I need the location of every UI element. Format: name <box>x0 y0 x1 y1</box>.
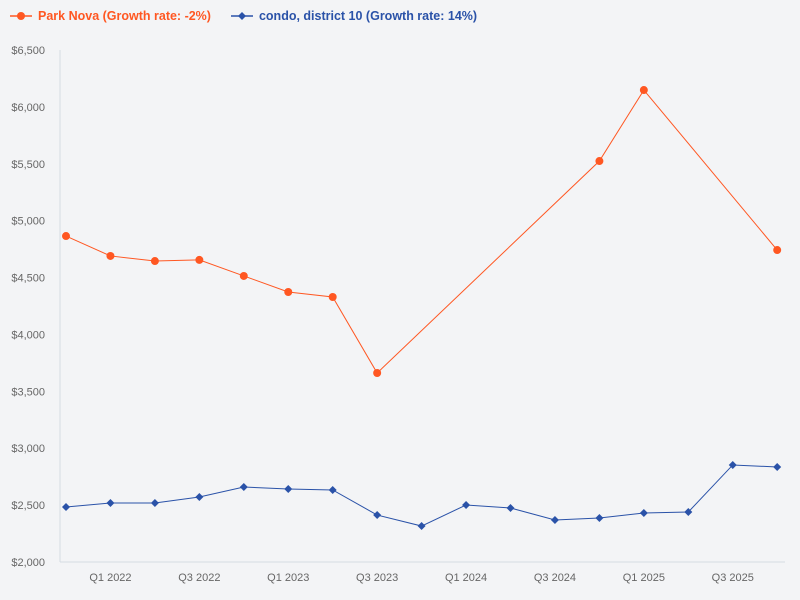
data-point <box>373 369 382 378</box>
x-tick-label: Q3 2025 <box>712 572 754 584</box>
data-point <box>150 257 159 266</box>
data-point <box>373 511 382 520</box>
data-point <box>417 522 426 531</box>
data-point <box>62 232 70 241</box>
data-point <box>328 293 337 302</box>
x-tick-label: Q3 2024 <box>534 572 576 584</box>
diamond-marker-icon <box>230 12 253 20</box>
data-point <box>684 508 693 517</box>
circle-marker-icon <box>10 12 32 20</box>
data-point <box>773 246 782 255</box>
data-point <box>106 251 115 260</box>
x-tick-label: Q1 2023 <box>267 572 309 584</box>
y-tick-label: $5,500 <box>11 159 45 171</box>
x-tick-label: Q1 2022 <box>89 572 131 584</box>
data-point <box>328 485 337 494</box>
legend-label: condo, district 10 (Growth rate: 14%) <box>258 9 478 23</box>
data-point <box>595 513 604 522</box>
data-point <box>639 508 648 517</box>
x-tick-label: Q3 2022 <box>178 572 220 584</box>
data-point <box>284 484 293 493</box>
data-point <box>106 498 115 507</box>
data-point <box>550 516 559 525</box>
y-tick-label: $4,500 <box>11 273 45 285</box>
x-tick-label: Q1 2024 <box>445 572 487 584</box>
data-point <box>284 288 293 297</box>
data-point <box>728 460 737 469</box>
data-point <box>639 86 648 95</box>
x-tick-label: Q1 2025 <box>623 572 665 584</box>
data-point <box>239 271 248 280</box>
y-tick-label: $4,000 <box>11 329 45 341</box>
series-line-1 <box>65 464 778 527</box>
data-point <box>773 462 782 471</box>
data-point <box>595 157 604 166</box>
legend-label: Park Nova (Growth rate: -2%) <box>38 9 211 23</box>
y-tick-label: $3,000 <box>11 443 45 455</box>
series-line-0 <box>65 89 778 374</box>
legend: Park Nova (Growth rate: -2%) condo, dist… <box>10 9 477 23</box>
y-tick-label: $5,000 <box>11 216 45 228</box>
data-point <box>462 500 471 509</box>
y-tick-label: $6,000 <box>11 102 45 114</box>
data-point <box>506 503 515 512</box>
y-tick-label: $2,000 <box>11 557 45 569</box>
legend-item-condo-district-10[interactable]: condo, district 10 (Growth rate: 14%) <box>230 9 478 23</box>
data-point <box>195 255 204 264</box>
data-point <box>150 498 159 507</box>
y-tick-label: $3,500 <box>11 386 45 398</box>
x-tick-label: Q3 2023 <box>356 572 398 584</box>
data-point <box>195 493 204 502</box>
data-point <box>62 503 70 512</box>
data-point <box>239 483 248 492</box>
legend-item-park-nova[interactable]: Park Nova (Growth rate: -2%) <box>10 9 211 23</box>
y-tick-label: $6,500 <box>11 45 45 57</box>
y-tick-label: $2,500 <box>11 500 45 512</box>
